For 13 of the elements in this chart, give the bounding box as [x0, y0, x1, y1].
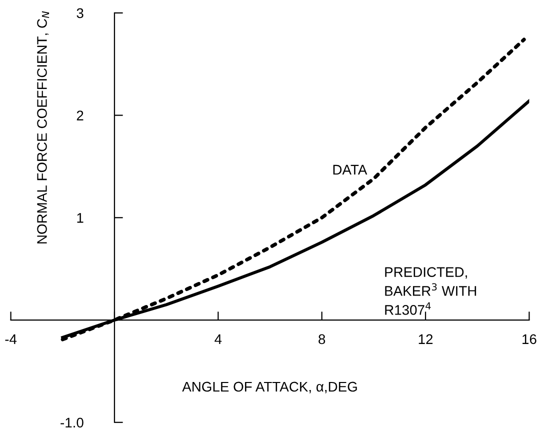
x-tick-label: 12: [418, 334, 433, 344]
x-tick-label: 4: [214, 334, 222, 344]
x-tick-label: 8: [318, 334, 326, 344]
y-tick-label: 3: [76, 8, 84, 18]
text: PREDICTED, BAKER$^{3}$ WITH R1307$^{4}$: [385, 267, 476, 315]
y-axis-title: NORMAL FORCE COEFFICIENT, C$_{N}$: [37, 11, 50, 244]
y-tick-label: 2: [76, 110, 84, 120]
y-tick-label: 1: [77, 213, 84, 223]
y-tick-label: -1.0: [60, 418, 84, 428]
x-axis-title: ANGLE OF ATTACK, α,DEG: [182, 382, 357, 394]
x-tick-label: 16: [522, 334, 536, 344]
series-label: DATA: [333, 164, 368, 174]
x-tick-label: -4: [5, 334, 17, 344]
